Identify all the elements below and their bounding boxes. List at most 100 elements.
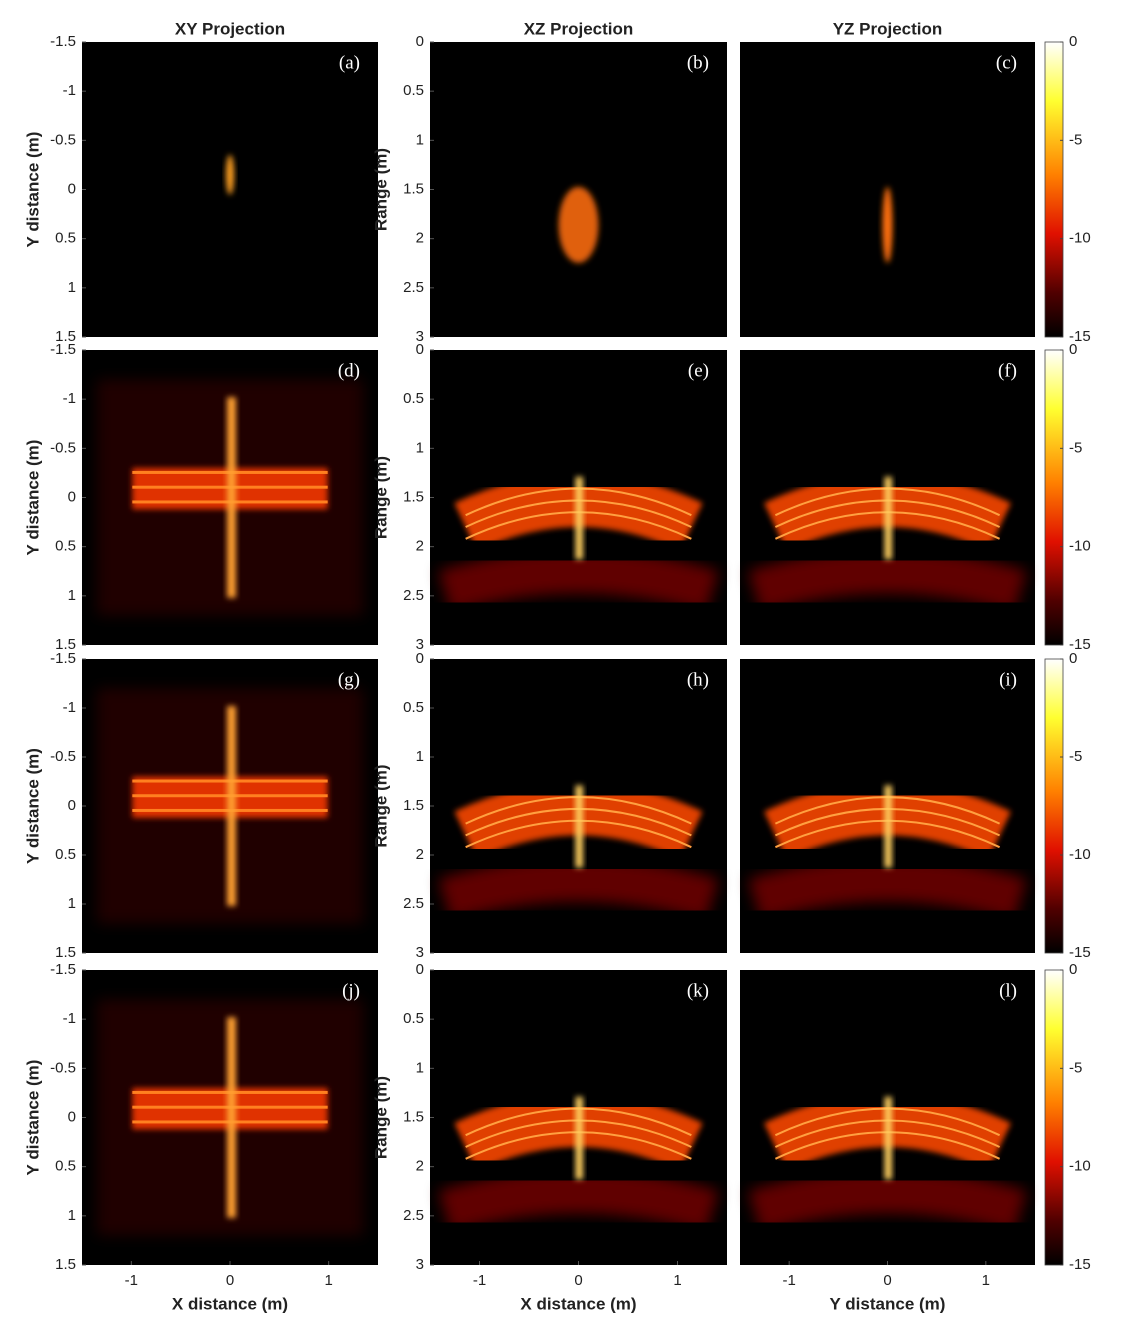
echo <box>226 154 234 195</box>
panel: (k) <box>430 970 727 1265</box>
colorbar-tick-label: -15 <box>1069 1256 1091 1273</box>
y-tick-label: -0.5 <box>50 131 76 148</box>
colorbar-tick-label: 0 <box>1069 650 1077 667</box>
panel-label: (e) <box>688 360 709 381</box>
x-tick-label: -1 <box>782 1272 795 1289</box>
colorbar <box>1044 658 1064 954</box>
y-tick-label: 2.5 <box>403 587 424 604</box>
panel-label: (c) <box>996 52 1017 73</box>
y-tick-label: 0.5 <box>403 390 424 407</box>
y-tick-label: 0.5 <box>55 538 76 555</box>
colorbar-tick-label: -5 <box>1069 439 1082 456</box>
colorbar-tick-label: -10 <box>1069 230 1091 247</box>
y-tick-label: 3 <box>416 944 424 961</box>
y-tick-label: 1.5 <box>403 797 424 814</box>
y-tick-label: 2.5 <box>403 1207 424 1224</box>
haze <box>438 1169 719 1234</box>
panel: (l) <box>740 970 1035 1265</box>
y-tick-label: -1 <box>63 699 76 716</box>
y-tick-label: 0 <box>416 650 424 667</box>
y-tick-label: 0 <box>68 1108 76 1125</box>
y-axis-label: Range (m) <box>371 764 390 847</box>
y-tick-label: 1 <box>68 279 76 296</box>
echo <box>884 785 892 868</box>
y-tick-label: 0.5 <box>55 1158 76 1175</box>
echo <box>227 706 236 906</box>
y-tick-label: 1 <box>68 895 76 912</box>
column-title: YZ Projection <box>833 19 943 38</box>
y-tick-label: 1 <box>416 748 424 765</box>
y-tick-label: 0 <box>68 797 76 814</box>
y-tick-label: 0.5 <box>403 1010 424 1027</box>
y-axis-label: Y distance (m) <box>23 132 42 248</box>
colorbar <box>1044 969 1064 1266</box>
panel: (a) <box>82 42 378 337</box>
y-tick-label: 0 <box>416 33 424 50</box>
y-tick-label: 0 <box>68 180 76 197</box>
y-axis-label: Y distance (m) <box>23 440 42 556</box>
y-tick-label: 1 <box>416 1059 424 1076</box>
panel-label: (l) <box>999 980 1017 1001</box>
column-title: XY Projection <box>175 19 285 38</box>
y-tick-label: 1 <box>68 1207 76 1224</box>
y-tick-label: 2.5 <box>403 279 424 296</box>
haze <box>748 857 1027 922</box>
x-axis-label: X distance (m) <box>520 1294 636 1313</box>
y-tick-label: -1.5 <box>50 961 76 978</box>
y-tick-label: -0.5 <box>50 1059 76 1076</box>
x-tick-label: -1 <box>125 1272 138 1289</box>
panel: (b) <box>430 42 727 337</box>
echo <box>575 476 583 560</box>
y-tick-label: 0 <box>416 341 424 358</box>
column-title: XZ Projection <box>524 19 634 38</box>
echo <box>884 476 892 560</box>
colorbar-tick-label: 0 <box>1069 33 1077 50</box>
y-tick-label: 0.5 <box>55 846 76 863</box>
colorbar-tick-label: -5 <box>1069 748 1082 765</box>
x-tick-label: 0 <box>226 1272 234 1289</box>
echo <box>882 186 893 263</box>
y-axis-label: Y distance (m) <box>23 1060 42 1176</box>
y-tick-label: -1 <box>63 82 76 99</box>
haze <box>748 549 1027 614</box>
y-tick-label: 1 <box>416 131 424 148</box>
colorbar-tick-label: -5 <box>1069 131 1082 148</box>
y-tick-label: -1.5 <box>50 341 76 358</box>
panel: (i) <box>740 659 1035 953</box>
panel: (c) <box>740 42 1035 337</box>
colorbar-tick-label: -10 <box>1069 538 1091 555</box>
echo <box>884 1096 892 1180</box>
y-axis-label: Y distance (m) <box>23 748 42 864</box>
y-tick-label: 1.5 <box>403 180 424 197</box>
panel: (g) <box>82 659 378 953</box>
y-tick-label: -0.5 <box>50 748 76 765</box>
y-tick-label: 2.5 <box>403 895 424 912</box>
panel-label: (j) <box>342 980 360 1001</box>
y-tick-label: 2 <box>416 1158 424 1175</box>
panel-label: (f) <box>998 360 1017 381</box>
y-tick-label: 0 <box>68 488 76 505</box>
haze <box>438 549 719 614</box>
haze <box>438 857 719 922</box>
y-tick-label: 0.5 <box>55 230 76 247</box>
colorbar-tick-label: -15 <box>1069 636 1091 653</box>
y-tick-label: 1.5 <box>55 944 76 961</box>
y-tick-label: 0.5 <box>403 699 424 716</box>
y-tick-label: 1.5 <box>403 488 424 505</box>
x-tick-label: -1 <box>473 1272 486 1289</box>
panel-label: (b) <box>687 52 709 73</box>
y-axis-label: Range (m) <box>371 456 390 539</box>
y-axis-label: Range (m) <box>371 148 390 231</box>
panel: (e) <box>430 350 727 645</box>
x-axis-label: X distance (m) <box>172 1294 288 1313</box>
colorbar-tick-label: 0 <box>1069 961 1077 978</box>
panel: (h) <box>430 659 727 953</box>
colorbar-tick-label: 0 <box>1069 341 1077 358</box>
x-tick-label: 1 <box>982 1272 990 1289</box>
y-tick-label: 3 <box>416 636 424 653</box>
y-axis-label: Range (m) <box>371 1076 390 1159</box>
x-tick-label: 0 <box>883 1272 891 1289</box>
colorbar-tick-label: -15 <box>1069 944 1091 961</box>
y-tick-label: 2 <box>416 538 424 555</box>
y-tick-label: -1 <box>63 390 76 407</box>
